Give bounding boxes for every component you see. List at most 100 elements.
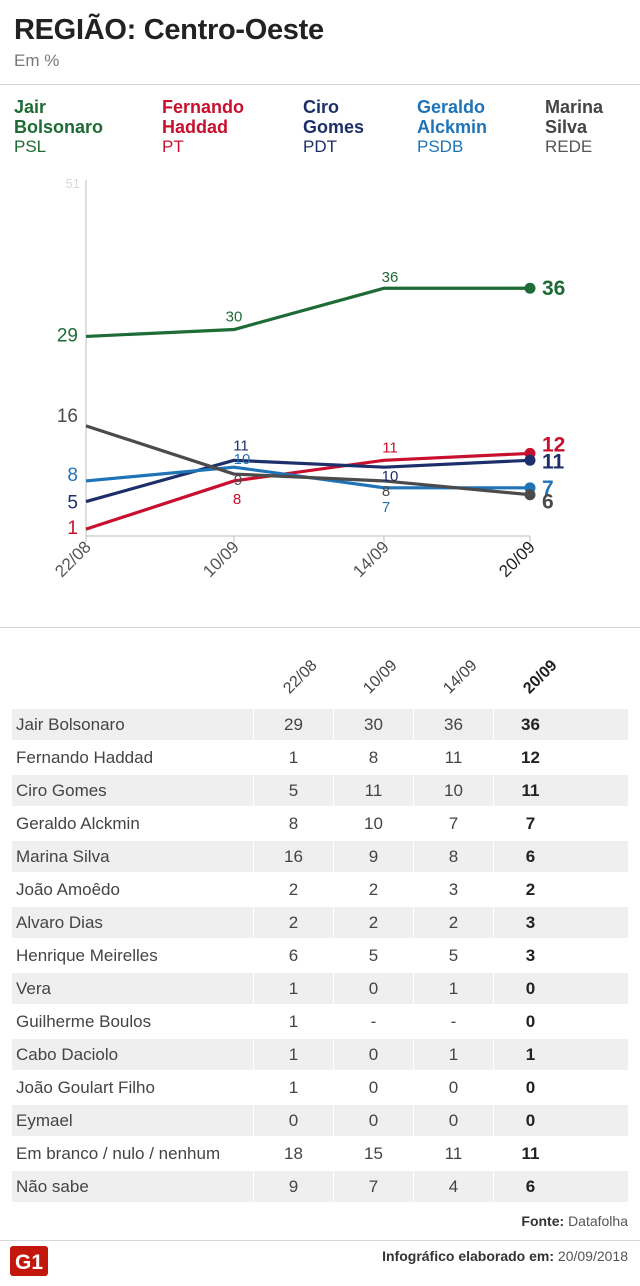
- row-value: 8: [253, 808, 333, 839]
- legend-party: PSL: [14, 137, 47, 156]
- row-value: 1: [413, 973, 493, 1004]
- data-label: 36: [542, 277, 565, 300]
- data-label: 9: [234, 472, 242, 489]
- legend-name: Jair Bolsonaro: [14, 97, 104, 137]
- table-row: Ciro Gomes 5 11 10 11: [12, 775, 628, 806]
- footer-date: 20/09/2018: [557, 1248, 628, 1264]
- row-value: 4: [413, 1171, 493, 1202]
- table-row: Fernando Haddad 1 8 11 12: [12, 742, 628, 773]
- divider: [0, 1240, 640, 1241]
- series-end-marker: [524, 282, 536, 294]
- column-header-date: 22/08: [280, 656, 321, 698]
- x-tick-label: 14/09: [349, 537, 393, 581]
- row-value: 36: [493, 709, 567, 740]
- source-note: Fonte: Datafolha: [521, 1213, 628, 1229]
- row-candidate-name: Cabo Daciolo: [16, 1045, 119, 1064]
- row-candidate-name: Eymael: [16, 1111, 73, 1130]
- row-value: 1: [253, 973, 333, 1004]
- series-line: [85, 451, 531, 531]
- row-value: 5: [253, 775, 333, 806]
- legend-item: Geraldo Alckmin PSDB: [417, 97, 547, 157]
- results-table: Jair Bolsonaro 29 30 36 36 Fernando Haddad 1 8 1…: [12, 709, 628, 1204]
- row-candidate-name: Em branco / nulo / nenhum: [16, 1144, 221, 1163]
- data-label: 6: [542, 491, 554, 514]
- legend-name: Marina Silva: [545, 97, 604, 137]
- g1-logo-icon: G1: [10, 1246, 48, 1276]
- data-label: 36: [382, 269, 399, 286]
- data-label: 12: [542, 433, 565, 456]
- table-row: Eymael 0 0 0 0: [12, 1105, 628, 1136]
- row-value: 16: [253, 841, 333, 872]
- row-candidate-name: Guilherme Boulos: [16, 1012, 152, 1031]
- row-value: 11: [493, 775, 567, 806]
- series-line: [85, 286, 530, 339]
- row-value: 0: [493, 1006, 567, 1037]
- table-row: Cabo Daciolo 1 0 1 1: [12, 1039, 628, 1070]
- legend-name: Geraldo Alckmin: [417, 97, 488, 137]
- row-value: 9: [253, 1171, 333, 1202]
- row-candidate-name: Fernando Haddad: [16, 748, 154, 767]
- row-value: 0: [493, 1105, 567, 1136]
- column-header-date: 10/09: [360, 656, 401, 698]
- source-value: Datafolha: [568, 1213, 628, 1229]
- table-row: Jair Bolsonaro 29 30 36 36: [12, 709, 628, 740]
- table-row: Henrique Meirelles 6 5 5 3: [12, 940, 628, 971]
- row-value: 0: [413, 1105, 493, 1136]
- row-candidate-name: João Goulart Filho: [16, 1078, 155, 1097]
- row-value: 29: [253, 709, 333, 740]
- data-label: 1: [67, 518, 78, 539]
- series-end-marker: [524, 454, 536, 466]
- legend-item: Jair Bolsonaro PSL: [14, 97, 144, 157]
- row-value: 11: [413, 742, 493, 773]
- footer-note: Infográfico elaborado em: 20/09/2018: [382, 1248, 628, 1264]
- row-value: 36: [413, 709, 493, 740]
- row-value: 0: [333, 1105, 413, 1136]
- legend-item: Marina Silva REDE: [545, 97, 640, 157]
- row-candidate-name: Ciro Gomes: [16, 781, 107, 800]
- data-label: 8: [382, 483, 390, 500]
- legend-party: PDT: [303, 137, 337, 156]
- x-tick-label: 22/08: [51, 537, 95, 581]
- table-row: Guilherme Boulos 1- -0: [12, 1006, 628, 1037]
- row-value: 18: [253, 1138, 333, 1169]
- series-line: [85, 424, 531, 497]
- series-line: [85, 458, 531, 504]
- data-label: 16: [57, 406, 78, 427]
- row-candidate-name: Geraldo Alckmin: [16, 814, 140, 833]
- row-value: 1: [413, 1039, 493, 1070]
- row-value: 1: [253, 1006, 333, 1037]
- data-label: 11: [542, 450, 565, 473]
- data-label: 30: [226, 309, 243, 326]
- row-value: 11: [493, 1138, 567, 1169]
- data-label: 5: [67, 493, 78, 514]
- row-value: 6: [493, 1171, 567, 1202]
- row-value: 0: [333, 973, 413, 1004]
- row-value: 9: [333, 841, 413, 872]
- data-label: 7: [382, 499, 390, 516]
- legend-party: PT: [162, 137, 184, 156]
- row-value: 5: [333, 940, 413, 971]
- row-value: 2: [333, 874, 413, 905]
- row-value: 3: [493, 940, 567, 971]
- row-value: 1: [253, 1039, 333, 1070]
- table-row: Alvaro Dias 2 2 2 3: [12, 907, 628, 938]
- source-label: Fonte:: [521, 1213, 565, 1229]
- row-value: 0: [493, 1072, 567, 1103]
- row-value: 3: [413, 874, 493, 905]
- row-value: 2: [333, 907, 413, 938]
- row-value: 0: [333, 1039, 413, 1070]
- legend-name: Fernando Haddad: [162, 97, 245, 137]
- legend-item: Fernando Haddad PT: [162, 97, 292, 157]
- row-candidate-name: Alvaro Dias: [16, 913, 103, 932]
- row-value: 1: [493, 1039, 567, 1070]
- row-value: 0: [493, 973, 567, 1004]
- row-candidate-name: Não sabe: [16, 1177, 89, 1196]
- legend-name: Ciro Gomes: [303, 97, 365, 137]
- x-tick-label: 20/09: [495, 537, 539, 581]
- row-value: 11: [333, 775, 413, 806]
- row-value: -: [333, 1006, 413, 1037]
- divider: [0, 84, 640, 85]
- divider: [0, 627, 640, 628]
- row-candidate-name: João Amoêdo: [16, 880, 120, 899]
